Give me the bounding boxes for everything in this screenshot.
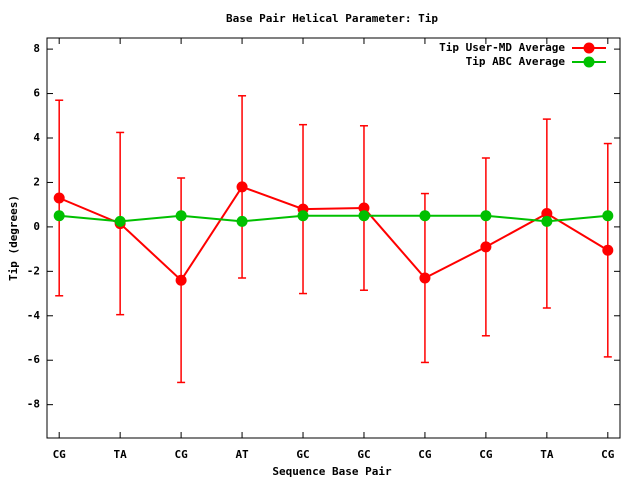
data-point bbox=[358, 210, 370, 222]
y-tick-label: 6 bbox=[33, 87, 40, 100]
data-point bbox=[419, 272, 431, 284]
legend-marker bbox=[583, 42, 595, 54]
data-point bbox=[602, 244, 614, 256]
y-tick-label: 4 bbox=[33, 131, 40, 144]
data-point bbox=[480, 241, 492, 253]
data-point bbox=[297, 210, 309, 222]
data-point bbox=[480, 210, 492, 222]
data-point bbox=[53, 192, 65, 204]
x-tick-label: CG bbox=[174, 448, 188, 461]
x-tick-label: AT bbox=[235, 448, 249, 461]
x-tick-label: CG bbox=[53, 448, 67, 461]
y-axis-label: Tip (degrees) bbox=[7, 195, 20, 281]
data-point bbox=[236, 181, 248, 193]
series-line bbox=[59, 214, 608, 223]
x-tick-label: CG bbox=[418, 448, 432, 461]
y-tick-label: -8 bbox=[27, 398, 40, 411]
legend-label: Tip ABC Average bbox=[466, 55, 566, 68]
y-tick-label: -2 bbox=[27, 264, 40, 277]
data-point bbox=[175, 210, 187, 222]
data-point bbox=[53, 210, 65, 222]
x-tick-label: GC bbox=[357, 448, 370, 461]
chart-title: Base Pair Helical Parameter: Tip bbox=[226, 12, 438, 25]
data-point bbox=[358, 202, 370, 214]
x-tick-label: CG bbox=[479, 448, 493, 461]
y-tick-label: -6 bbox=[27, 353, 41, 366]
data-point bbox=[236, 215, 248, 227]
y-tick-label: 8 bbox=[33, 42, 40, 55]
x-tick-label: CG bbox=[601, 448, 615, 461]
y-tick-label: 0 bbox=[33, 220, 40, 233]
data-point bbox=[175, 274, 187, 286]
y-tick-label: -4 bbox=[27, 309, 41, 322]
plot-frame bbox=[46, 37, 621, 439]
data-point bbox=[419, 210, 431, 222]
data-point bbox=[541, 208, 553, 220]
x-axis-label: Sequence Base Pair bbox=[272, 465, 392, 478]
x-tick-label: TA bbox=[114, 448, 128, 461]
x-tick-label: TA bbox=[540, 448, 554, 461]
data-point bbox=[541, 215, 553, 227]
x-tick-label: GC bbox=[296, 448, 309, 461]
legend-label: Tip User-MD Average bbox=[439, 41, 565, 54]
y-tick-label: 2 bbox=[33, 175, 40, 188]
legend-marker bbox=[583, 56, 595, 68]
data-point bbox=[602, 210, 614, 222]
series-line bbox=[58, 185, 609, 282]
data-point bbox=[114, 215, 126, 227]
